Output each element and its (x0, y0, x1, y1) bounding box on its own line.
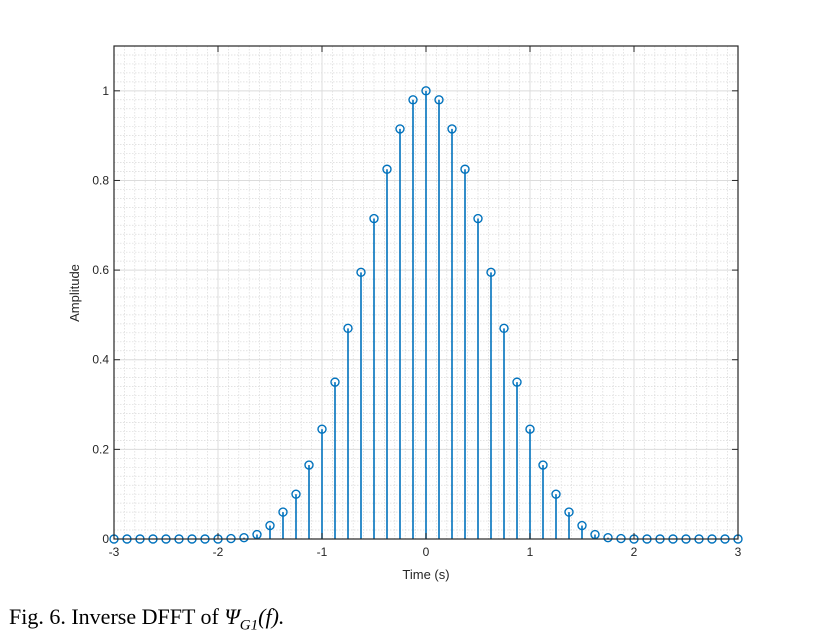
caption-subscript: G1 (239, 617, 259, 634)
x-tick-label: 1 (527, 545, 534, 559)
stem-marker (421, 86, 431, 96)
stem-marker (317, 424, 327, 434)
stem-marker (460, 164, 470, 174)
caption-prefix: Fig. 6. Inverse DFFT of (9, 604, 225, 629)
y-axis-label: Amplitude (67, 264, 82, 322)
stem-marker (564, 507, 574, 517)
x-tick-label: -2 (213, 545, 224, 559)
caption-symbol: Ψ (224, 604, 240, 629)
y-tick-label: 1 (102, 84, 109, 98)
stem-marker (525, 424, 535, 434)
stem-marker (343, 323, 353, 334)
stem-marker (499, 323, 509, 334)
x-tick-label: 0 (423, 545, 430, 559)
stem-marker (330, 377, 340, 387)
stem-marker (447, 124, 457, 134)
stem-marker (291, 489, 301, 499)
stem-marker (486, 267, 496, 278)
stem-marker (473, 213, 483, 224)
x-axis-label: Time (s) (402, 567, 449, 582)
stem-marker (356, 267, 366, 278)
y-tick-label: 0.2 (92, 442, 109, 456)
y-tick-label: 0 (102, 532, 109, 546)
stem-marker (304, 460, 314, 470)
x-tick-label: 2 (631, 545, 638, 559)
stem-marker (603, 532, 613, 543)
stem-marker (434, 95, 444, 105)
axis-ticks (113, 46, 739, 540)
stem-marker (239, 532, 249, 543)
caption-suffix: (f). (258, 604, 285, 629)
figure-caption: Fig. 6. Inverse DFFT of ΨG1(f). (9, 604, 284, 634)
stem-marker (382, 164, 392, 174)
y-tick-label: 0.4 (92, 353, 109, 367)
stem-marker (577, 520, 587, 531)
x-tick-label: -3 (109, 545, 120, 559)
stem-marker (369, 213, 379, 224)
stem-marker (265, 520, 275, 531)
stem-marker (278, 507, 288, 517)
stem-chart: -3 -2 -1 0 1 2 3 0 0.2 0.4 0.6 0.8 1 Time (s) Amplit… (67, 45, 743, 582)
stem-marker (512, 377, 522, 387)
stem-marker (551, 489, 561, 499)
x-tick-label: 3 (735, 545, 742, 559)
y-tick-label: 0.8 (92, 173, 109, 187)
stem-marker (538, 460, 548, 470)
tick-labels: -3 -2 -1 0 1 2 3 0 0.2 0.4 0.6 0.8 1 (92, 84, 741, 559)
stem-marker (408, 95, 418, 105)
stem-marker (395, 124, 405, 134)
x-tick-label: -1 (317, 545, 328, 559)
y-tick-label: 0.6 (92, 263, 109, 277)
